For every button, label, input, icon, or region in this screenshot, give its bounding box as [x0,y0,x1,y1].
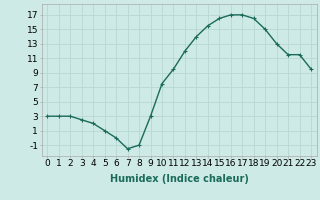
X-axis label: Humidex (Indice chaleur): Humidex (Indice chaleur) [110,174,249,184]
